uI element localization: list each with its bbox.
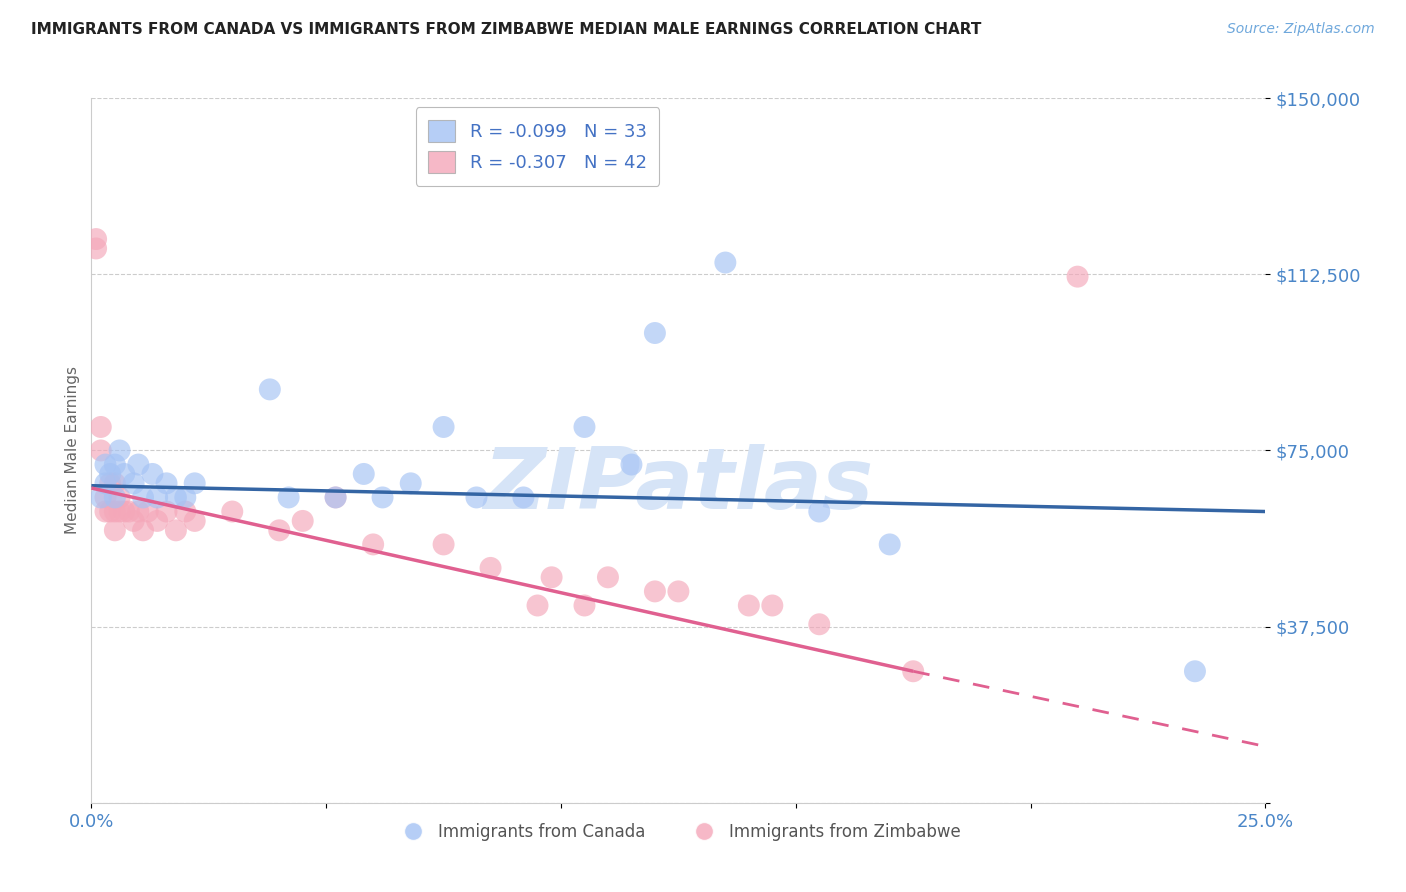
Point	[221, 504, 243, 518]
Point	[104, 476, 127, 491]
Point	[644, 584, 666, 599]
Point	[269, 524, 291, 538]
Point	[122, 476, 145, 491]
Point	[574, 599, 596, 613]
Point	[325, 491, 347, 505]
Point	[94, 458, 117, 472]
Point	[361, 537, 384, 551]
Point	[165, 491, 187, 505]
Point	[84, 232, 107, 246]
Y-axis label: Median Male Earnings: Median Male Earnings	[65, 367, 80, 534]
Point	[108, 504, 131, 518]
Point	[1066, 269, 1088, 284]
Point	[277, 491, 299, 505]
Text: IMMIGRANTS FROM CANADA VS IMMIGRANTS FROM ZIMBABWE MEDIAN MALE EARNINGS CORRELAT: IMMIGRANTS FROM CANADA VS IMMIGRANTS FRO…	[31, 22, 981, 37]
Point	[479, 561, 502, 575]
Point	[165, 524, 187, 538]
Point	[1184, 665, 1206, 679]
Point	[512, 491, 534, 505]
Point	[84, 242, 107, 256]
Point	[112, 467, 135, 481]
Point	[112, 504, 135, 518]
Point	[127, 458, 149, 472]
Point	[90, 443, 112, 458]
Point	[808, 504, 831, 518]
Point	[90, 491, 112, 505]
Point	[761, 599, 783, 613]
Point	[465, 491, 488, 505]
Point	[141, 467, 163, 481]
Point	[146, 491, 169, 505]
Point	[90, 420, 112, 434]
Point	[183, 514, 205, 528]
Point	[118, 504, 141, 518]
Point	[620, 458, 643, 472]
Point	[94, 476, 117, 491]
Point	[738, 599, 761, 613]
Point	[808, 617, 831, 632]
Point	[596, 570, 619, 584]
Point	[540, 570, 562, 584]
Point	[104, 491, 127, 505]
Point	[666, 584, 689, 599]
Point	[353, 467, 375, 481]
Point	[98, 467, 121, 481]
Point	[155, 476, 177, 491]
Point	[132, 491, 155, 505]
Text: Source: ZipAtlas.com: Source: ZipAtlas.com	[1227, 22, 1375, 37]
Point	[132, 524, 155, 538]
Point	[325, 491, 347, 505]
Point	[98, 476, 121, 491]
Point	[155, 504, 177, 518]
Point	[104, 524, 127, 538]
Point	[108, 443, 131, 458]
Point	[127, 504, 149, 518]
Point	[122, 514, 145, 528]
Point	[371, 491, 394, 505]
Point	[104, 458, 127, 472]
Point	[399, 476, 422, 491]
Point	[174, 504, 197, 518]
Point	[259, 383, 281, 397]
Point	[526, 599, 548, 613]
Point	[901, 665, 924, 679]
Point	[94, 491, 117, 505]
Point	[644, 326, 666, 340]
Point	[714, 255, 737, 269]
Point	[183, 476, 205, 491]
Point	[108, 491, 131, 505]
Point	[432, 420, 454, 434]
Point	[291, 514, 314, 528]
Point	[146, 514, 169, 528]
Point	[136, 504, 159, 518]
Point	[94, 504, 117, 518]
Point	[174, 491, 197, 505]
Point	[432, 537, 454, 551]
Point	[98, 504, 121, 518]
Point	[879, 537, 901, 551]
Legend: R = -0.099   N = 33, R = -0.307   N = 42: R = -0.099 N = 33, R = -0.307 N = 42	[416, 107, 659, 186]
Text: ZIPatlas: ZIPatlas	[484, 444, 873, 527]
Point	[574, 420, 596, 434]
Point	[104, 504, 127, 518]
